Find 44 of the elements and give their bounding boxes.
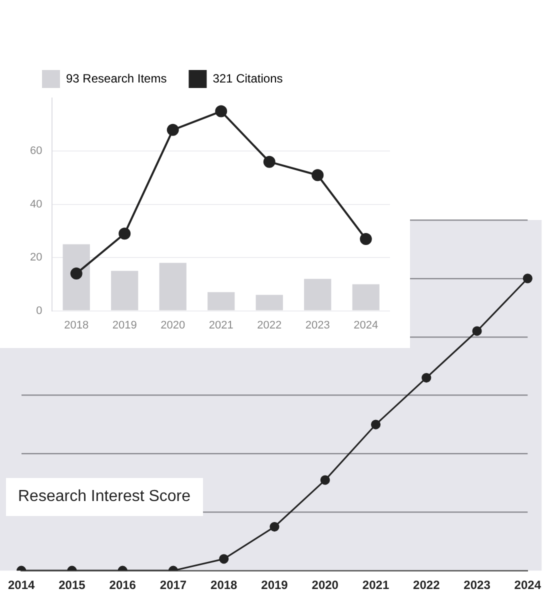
x-tick-label: 2021: [362, 578, 390, 592]
x-tick-label: 2022: [413, 578, 440, 592]
bar: [62, 244, 90, 310]
x-tick-label: 2016: [109, 578, 136, 592]
x-tick-label: 2018: [64, 319, 89, 332]
x-tick-label: 2020: [160, 319, 186, 332]
x-tick-label: 2023: [464, 578, 491, 592]
legend-label: 321 Citations: [212, 71, 283, 86]
point: [166, 124, 179, 136]
point: [70, 268, 82, 280]
point: [118, 228, 131, 240]
x-tick-label: 2024: [354, 319, 378, 332]
point: [320, 475, 330, 485]
x-tick-label: 2018: [210, 578, 238, 592]
legend-label: 93 Research Items: [66, 71, 167, 86]
point: [422, 372, 432, 383]
point: [360, 232, 372, 245]
x-tick-label: 2022: [257, 319, 282, 332]
bar: [304, 278, 332, 310]
bar: [159, 262, 186, 310]
point: [472, 326, 482, 336]
x-tick-label: 2023: [305, 319, 330, 332]
y-tick-label: 0: [36, 304, 42, 317]
x-tick-label: 2021: [208, 319, 234, 332]
x-tick-label: 2017: [160, 578, 187, 592]
bar: [352, 284, 380, 310]
x-tick-label: 2019: [261, 578, 288, 592]
x-tick-label: 2020: [312, 578, 339, 592]
point: [215, 105, 228, 118]
point: [522, 274, 532, 284]
y-tick-label: 60: [30, 145, 42, 158]
x-tick-label: 2015: [58, 578, 86, 592]
bar: [256, 294, 283, 310]
text: Research Interest Score: [6, 478, 203, 516]
bar: [111, 270, 138, 310]
y-tick-label: 20: [30, 252, 42, 264]
x-tick-label: 2024: [514, 578, 542, 592]
x-tick-label: 2014: [8, 578, 36, 592]
y-tick-label: 40: [30, 198, 42, 210]
bar: [208, 292, 235, 310]
point: [312, 169, 324, 182]
point: [370, 420, 381, 430]
point: [263, 156, 276, 168]
x-tick-label: 2019: [112, 319, 137, 332]
